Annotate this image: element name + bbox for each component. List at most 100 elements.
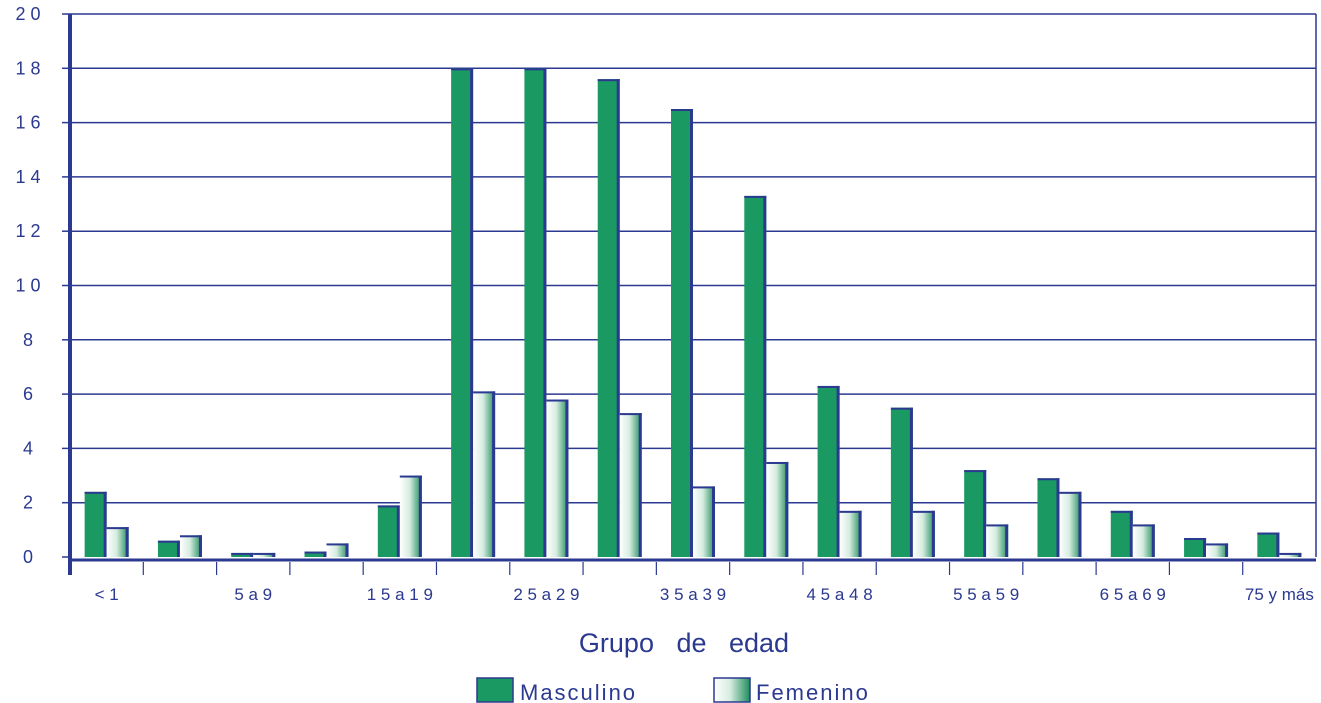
bar-femenino-edge: [492, 391, 496, 557]
bar-masculino: [157, 540, 180, 557]
bar-femenino: [619, 413, 642, 557]
x-tick-label: 5 a 9: [234, 585, 272, 604]
bar-femenino-edge: [1078, 491, 1082, 557]
bar-masculino-edge: [103, 491, 107, 557]
bar-femenino-top: [986, 524, 1009, 527]
bar-masculino-edge: [909, 407, 913, 557]
bar-masculino: [524, 68, 547, 558]
bar-femenino: [106, 527, 129, 557]
bar-femenino-edge: [125, 527, 129, 557]
bar-masculino: [597, 79, 620, 557]
bar-masculino-edge: [176, 540, 180, 557]
legend-label-femenino: Femenino: [756, 680, 870, 703]
bar-masculino-edge: [543, 68, 547, 558]
bar-femenino-edge: [345, 543, 349, 557]
x-axis-title: Grupo de edad: [579, 628, 789, 658]
y-axis-ticks: 0 2 4 6 8 1 0 1 2 1 4 1 6 1 8 2 0: [15, 4, 70, 567]
bar-femenino: [326, 543, 349, 557]
y-tick-label: 1 2: [15, 221, 40, 241]
bar-femenino: [179, 535, 202, 557]
bar-masculino-top: [1110, 510, 1133, 513]
bar-masculino: [1110, 510, 1133, 557]
y-tick-label: 6: [23, 384, 33, 404]
bar-femenino-top: [1059, 491, 1082, 494]
bar-masculino-edge: [1056, 478, 1060, 557]
bar-femenino: [253, 552, 276, 557]
bar-masculino-top: [1184, 537, 1207, 540]
bar-masculino: [890, 407, 913, 557]
bar-femenino-top: [473, 391, 496, 394]
y-tick-label: 1 4: [15, 167, 40, 187]
y-tick-label: 0: [23, 547, 33, 567]
bar-femenino-edge: [638, 413, 642, 557]
bar-masculino: [84, 491, 107, 557]
bar-masculino: [304, 551, 327, 557]
bar-masculino-top: [744, 195, 767, 198]
bar-femenino-top: [179, 535, 202, 538]
bar-femenino-top: [1132, 524, 1155, 527]
x-tick-label: 6 5 a 6 9: [1100, 585, 1166, 604]
bar-femenino: [986, 524, 1009, 557]
bar-masculino: [671, 109, 693, 558]
bar-masculino-edge: [323, 551, 327, 557]
bar-femenino: [839, 510, 862, 557]
y-tick-label: 1 8: [15, 58, 40, 78]
bar-masculino-edge: [470, 68, 474, 558]
bar-femenino-edge: [1151, 524, 1155, 557]
bar-femenino-top: [1206, 543, 1229, 546]
bar-masculino: [1037, 478, 1060, 557]
y-tick-label: 8: [23, 330, 33, 350]
bars: [84, 68, 1302, 558]
bar-masculino: [817, 385, 840, 557]
bar-femenino-top: [766, 461, 789, 464]
bar-femenino: [1132, 524, 1155, 557]
bar-masculino-edge: [1276, 532, 1280, 557]
bar-masculino: [451, 68, 474, 558]
bar-femenino-edge: [1005, 524, 1009, 557]
legend: Masculino Femenino: [476, 677, 870, 703]
bar-femenino-top: [106, 527, 129, 530]
bar-femenino-edge: [272, 552, 276, 557]
bar-masculino-edge: [983, 470, 987, 557]
legend-label-masculino: Masculino: [520, 680, 637, 703]
x-tick-label: < 1: [95, 585, 119, 604]
bar-femenino-edge: [785, 461, 789, 557]
bar-masculino-top: [231, 552, 254, 555]
bar-femenino-edge: [1298, 552, 1302, 557]
bar-masculino: [964, 470, 987, 557]
bar-femenino-edge: [858, 510, 862, 557]
bar-femenino-top: [839, 510, 862, 513]
bar-femenino-top: [546, 399, 569, 402]
bar-masculino: [744, 195, 767, 557]
bar-femenino-top: [253, 552, 276, 555]
bar-masculino: [1257, 532, 1280, 557]
bar-femenino: [766, 461, 789, 557]
legend-swatch-femenino: [713, 677, 751, 703]
bar-femenino-top: [399, 475, 422, 478]
y-tick-label: 2 0: [15, 4, 40, 24]
bar-masculino-edge: [836, 385, 840, 557]
bar-masculino-top: [964, 470, 987, 473]
bar-femenino-top: [619, 413, 642, 416]
x-tick-label: 75 y más: [1245, 585, 1314, 604]
bar-masculino-top: [1257, 532, 1280, 535]
bar-masculino-top: [157, 540, 180, 543]
bar-femenino-top: [912, 510, 935, 513]
bar-femenino: [473, 391, 496, 557]
bar-masculino-edge: [690, 109, 693, 558]
bar-femenino-top: [1279, 552, 1302, 555]
y-tick-label: 1 0: [15, 276, 40, 296]
bar-femenino: [1279, 552, 1302, 557]
bar-femenino-edge: [565, 399, 569, 557]
bar-femenino-edge: [931, 510, 935, 557]
bar-masculino-top: [451, 68, 474, 71]
bar-masculino-top: [524, 68, 547, 71]
bar-femenino-edge: [198, 535, 202, 557]
bar-masculino-edge: [250, 552, 254, 557]
bar-masculino-edge: [396, 505, 400, 557]
bar-masculino-top: [597, 79, 620, 82]
x-tick-label: 2 5 a 2 9: [513, 585, 579, 604]
x-axis-ticks: < 1 5 a 9 1 5 a 1 9 2 5 a 2 9 3 5 a 3 9 4 5 a…: [95, 562, 1314, 604]
bar-masculino-top: [84, 491, 107, 494]
